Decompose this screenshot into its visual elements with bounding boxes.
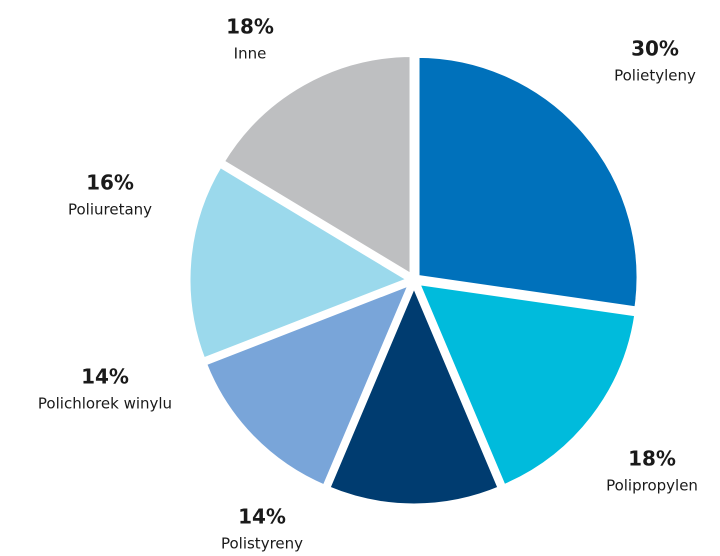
slice-label: Polichlorek winylu: [38, 395, 172, 413]
pie-slice: [413, 279, 640, 491]
slice-value-label: 30%: [631, 37, 679, 61]
slice-label: Poliuretany: [68, 201, 152, 219]
slice-value-label: 14%: [81, 365, 129, 389]
pie-slice: [201, 278, 416, 491]
slice-value-label: 18%: [226, 15, 274, 39]
slice-label: Inne: [234, 45, 267, 63]
slice-value-label: 18%: [628, 447, 676, 471]
slice-label: Polietyleny: [614, 67, 696, 85]
pie-slice: [185, 161, 416, 364]
pie-slice: [414, 52, 642, 312]
slice-value-label: 16%: [86, 171, 134, 195]
slice-label: Polipropylen: [606, 477, 698, 495]
pie-slice: [324, 277, 504, 509]
slice-label: Polistyreny: [221, 535, 303, 553]
slice-value-label: 14%: [238, 505, 286, 529]
pie-slice: [218, 52, 415, 281]
